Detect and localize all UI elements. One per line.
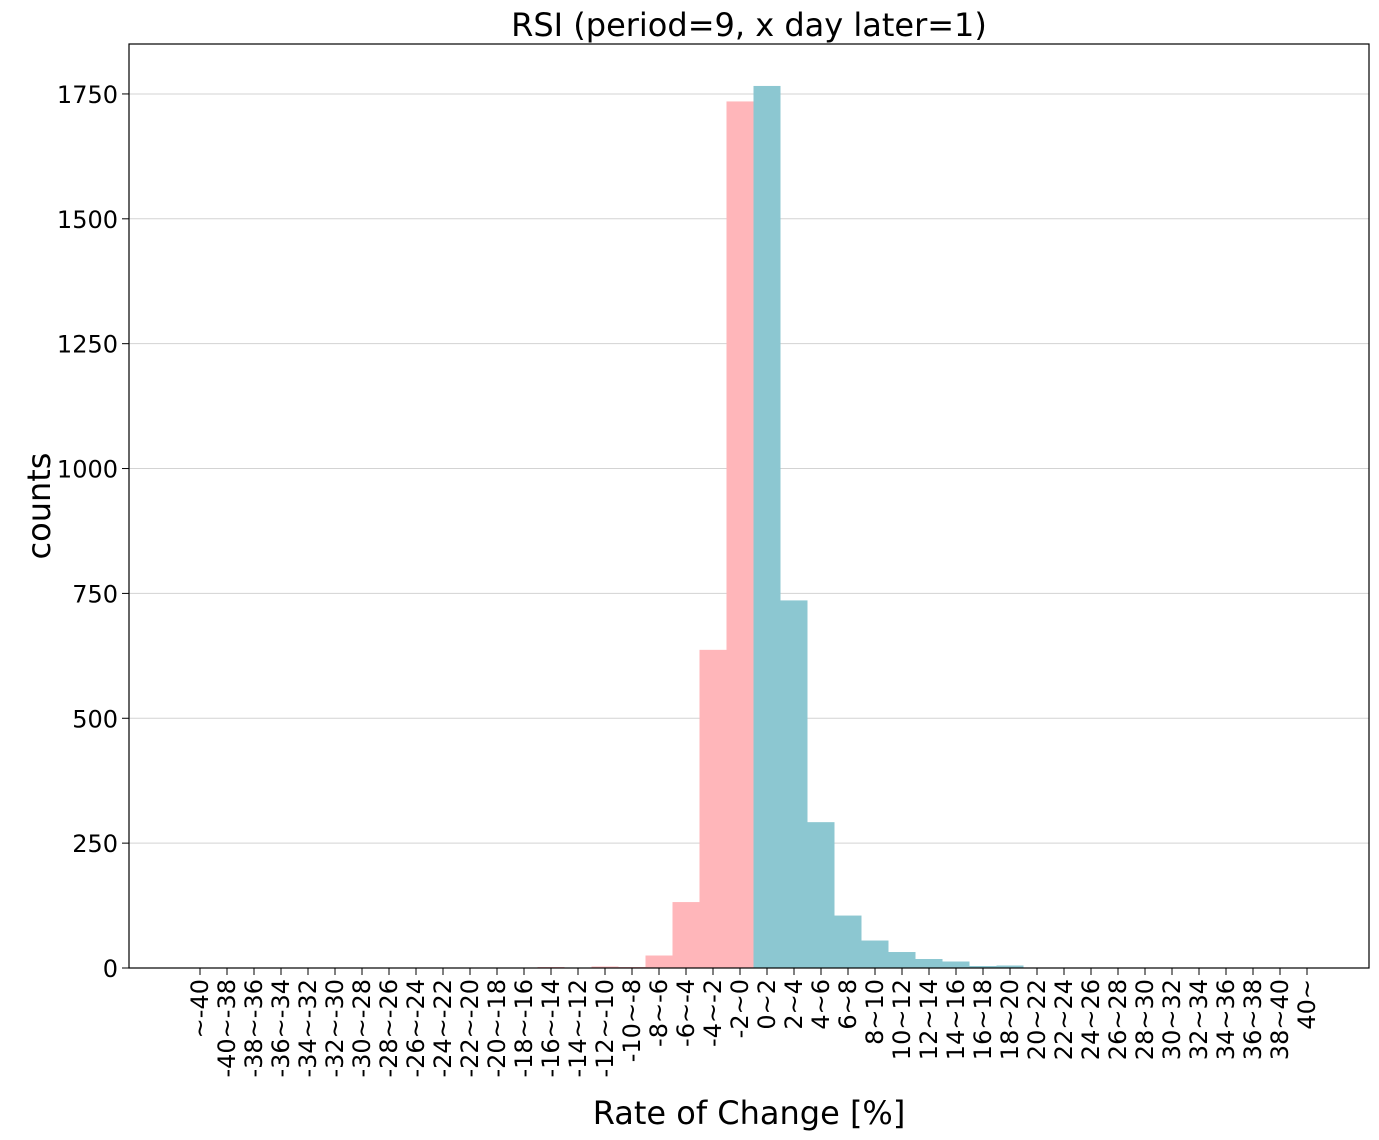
- x-tick-label: 6~8: [834, 979, 862, 1030]
- x-tick-label: 36~38: [1239, 979, 1267, 1060]
- x-tick-label: 0~2: [753, 979, 781, 1030]
- y-tick-label: 500: [72, 705, 118, 733]
- x-tick-label: -36~-34: [267, 979, 295, 1078]
- x-axis-label: Rate of Change [%]: [593, 1094, 906, 1132]
- x-tick-label: -16~-14: [537, 979, 565, 1078]
- x-tick-label: -38~-36: [240, 979, 268, 1078]
- y-tick-label: 750: [72, 580, 118, 608]
- x-tick-label: -2~0: [726, 979, 754, 1038]
- y-tick-label: 250: [72, 830, 118, 858]
- x-axis-ticks: ~-40 -40~-38 -38~-36 -36~-34 -34~-32 -32~-30-…: [186, 968, 1321, 1078]
- plot-frame: [128, 43, 1370, 969]
- x-tick-label: 18~20: [996, 979, 1024, 1060]
- x-tick-label: 22~24: [1050, 979, 1078, 1060]
- x-tick-label: -28~-26: [375, 979, 403, 1078]
- bar-positive: [807, 822, 835, 968]
- y-tick-label: 1750: [57, 81, 118, 109]
- x-tick-label: 38~40: [1266, 979, 1294, 1060]
- x-tick-label: -32~-30: [321, 979, 349, 1078]
- y-tick-label: 1000: [57, 456, 118, 484]
- x-tick-label: 10~12: [888, 979, 916, 1060]
- chart-title: RSI (period=9, x day later=1): [511, 6, 987, 44]
- x-tick-label: ~-40: [186, 979, 214, 1038]
- bar-negative: [672, 902, 700, 968]
- x-tick-label: -30~-28: [348, 979, 376, 1078]
- bars: [537, 85, 1051, 969]
- bar-positive: [888, 952, 916, 968]
- x-tick-label: -40~-38: [213, 979, 241, 1078]
- x-tick-label: -20~-18: [483, 979, 511, 1078]
- x-tick-label: 24~26: [1077, 979, 1105, 1060]
- x-tick-label: 30~32: [1158, 979, 1186, 1060]
- x-tick-label: 2~4: [780, 979, 808, 1030]
- bar-positive: [834, 915, 862, 968]
- x-tick-label: 32~34: [1185, 979, 1213, 1060]
- x-tick-label: -12~-10: [591, 979, 619, 1078]
- x-tick-label: -24~-22: [429, 979, 457, 1078]
- bar-negative: [591, 966, 619, 968]
- x-tick-label: 8~10: [861, 979, 889, 1045]
- x-tick-label: 14~16: [942, 979, 970, 1060]
- bar-positive: [753, 85, 781, 969]
- x-tick-label: -8~-6: [645, 979, 673, 1047]
- x-tick-label: -18~-16: [510, 979, 538, 1078]
- y-axis-label: counts: [20, 453, 58, 560]
- bar-negative: [726, 101, 754, 968]
- y-axis-ticks: 0 250 500 750 1000 1250 1500 1750: [57, 81, 129, 983]
- y-tick-label: 0: [103, 955, 118, 983]
- x-tick-label: 4~6: [807, 979, 835, 1030]
- bar-positive: [969, 966, 997, 968]
- x-tick-label: 34~36: [1212, 979, 1240, 1060]
- x-tick-label: -34~-32: [294, 979, 322, 1078]
- x-tick-label: -10~-8: [618, 979, 646, 1062]
- x-tick-label: -4~-2: [699, 979, 727, 1047]
- bar-positive: [942, 961, 970, 968]
- x-tick-label: 16~18: [969, 979, 997, 1060]
- bar-positive: [861, 940, 889, 968]
- x-tick-label: 26~28: [1104, 979, 1132, 1060]
- x-tick-label: 20~22: [1023, 979, 1051, 1060]
- bar-positive: [780, 600, 808, 968]
- x-tick-label: 28~30: [1131, 979, 1159, 1060]
- x-tick-label: 40~: [1293, 979, 1321, 1030]
- x-tick-label: -22~-20: [456, 979, 484, 1078]
- x-tick-label: -26~-24: [402, 979, 430, 1078]
- bar-negative: [699, 649, 727, 968]
- x-tick-label: 12~14: [915, 979, 943, 1060]
- y-tick-label: 1250: [57, 331, 118, 359]
- bar-positive: [996, 965, 1024, 968]
- bar-positive: [915, 959, 943, 968]
- bar-negative: [645, 955, 673, 968]
- x-tick-label: -14~-12: [564, 979, 592, 1078]
- y-tick-label: 1500: [57, 206, 118, 234]
- x-tick-label: -6~-4: [672, 979, 700, 1047]
